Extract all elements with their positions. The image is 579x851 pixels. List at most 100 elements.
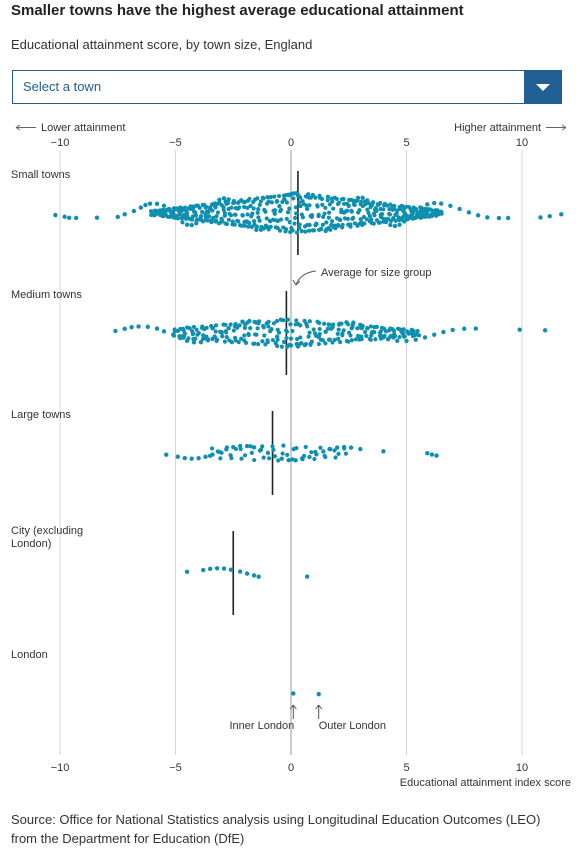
data-point bbox=[323, 205, 328, 210]
data-point bbox=[307, 203, 312, 208]
data-point bbox=[288, 322, 293, 327]
data-point bbox=[327, 202, 332, 207]
data-point bbox=[450, 327, 455, 333]
data-point bbox=[203, 214, 209, 220]
data-point bbox=[306, 192, 311, 197]
data-point bbox=[312, 331, 318, 336]
data-point bbox=[244, 443, 250, 449]
data-point bbox=[248, 203, 253, 208]
data-point bbox=[349, 197, 354, 203]
data-point bbox=[207, 205, 213, 210]
data-point bbox=[371, 211, 377, 216]
data-point bbox=[236, 340, 241, 345]
data-point bbox=[226, 197, 231, 202]
data-point bbox=[232, 222, 237, 227]
data-point bbox=[261, 455, 266, 460]
data-point bbox=[240, 213, 245, 218]
data-point bbox=[324, 220, 329, 225]
data-point bbox=[213, 205, 218, 210]
data-point bbox=[216, 221, 221, 226]
data-point bbox=[194, 203, 199, 208]
data-point bbox=[292, 215, 298, 221]
data-point bbox=[404, 338, 409, 344]
data-point bbox=[290, 328, 295, 334]
data-point bbox=[378, 329, 383, 334]
data-point bbox=[268, 224, 273, 229]
data-point bbox=[286, 457, 291, 463]
data-point bbox=[387, 212, 393, 217]
data-point bbox=[223, 322, 228, 327]
data-point bbox=[197, 205, 202, 211]
data-point bbox=[309, 450, 314, 455]
data-point bbox=[252, 218, 257, 224]
data-point bbox=[349, 338, 354, 343]
data-point bbox=[230, 219, 235, 224]
data-point bbox=[542, 328, 548, 333]
data-point bbox=[185, 325, 190, 330]
town-select-button[interactable] bbox=[524, 70, 562, 104]
data-point bbox=[538, 215, 543, 220]
data-point bbox=[327, 337, 332, 342]
data-point bbox=[287, 220, 292, 225]
data-point bbox=[341, 196, 346, 202]
data-point bbox=[245, 320, 250, 325]
data-point bbox=[145, 324, 150, 330]
data-point bbox=[243, 340, 249, 345]
data-point bbox=[242, 204, 247, 210]
data-point bbox=[339, 321, 344, 326]
data-point bbox=[547, 213, 552, 219]
data-point bbox=[354, 198, 359, 204]
data-point bbox=[340, 333, 345, 338]
data-point bbox=[272, 453, 278, 459]
x-tick-label-bottom: 0 bbox=[288, 762, 294, 774]
data-point bbox=[306, 334, 311, 339]
data-point bbox=[358, 446, 363, 452]
data-point bbox=[323, 329, 328, 335]
data-point bbox=[411, 329, 416, 334]
data-point bbox=[316, 341, 322, 347]
data-point bbox=[212, 334, 217, 339]
data-point bbox=[338, 217, 343, 223]
data-point bbox=[143, 202, 148, 208]
group-label: Small towns bbox=[11, 169, 71, 181]
data-point bbox=[225, 200, 231, 206]
data-point bbox=[258, 199, 263, 204]
data-point bbox=[161, 203, 167, 208]
data-point bbox=[207, 214, 212, 219]
data-point bbox=[211, 325, 216, 330]
beeswarm-chart: −10 −10 −5 −5 0 0 5 5 10 10 Lower attainment Higher… bbox=[11, 122, 571, 789]
data-point bbox=[397, 334, 402, 340]
data-point bbox=[261, 325, 266, 330]
data-point bbox=[287, 206, 292, 211]
data-point bbox=[367, 213, 373, 219]
data-point bbox=[313, 449, 318, 454]
data-point bbox=[269, 200, 274, 205]
data-point bbox=[349, 208, 354, 213]
data-point bbox=[259, 224, 264, 230]
data-point bbox=[382, 333, 387, 339]
data-point bbox=[129, 324, 134, 330]
data-point bbox=[287, 342, 292, 347]
data-point bbox=[189, 222, 194, 228]
data-point bbox=[205, 218, 210, 223]
data-point bbox=[260, 339, 265, 344]
data-point bbox=[334, 196, 339, 202]
point-label: Inner London bbox=[229, 720, 294, 732]
data-point bbox=[330, 199, 335, 204]
data-point bbox=[318, 227, 324, 232]
data-point bbox=[355, 326, 360, 331]
data-point bbox=[236, 219, 241, 224]
data-point bbox=[362, 199, 367, 204]
town-select[interactable]: Select a town bbox=[12, 70, 562, 104]
data-point bbox=[385, 216, 391, 221]
lower-attainment-label: Lower attainment bbox=[41, 122, 125, 134]
data-point bbox=[314, 221, 319, 226]
data-point bbox=[182, 205, 188, 210]
data-point bbox=[299, 229, 304, 234]
data-point bbox=[303, 341, 309, 347]
data-point bbox=[62, 214, 67, 219]
data-point bbox=[226, 217, 231, 222]
data-point bbox=[227, 211, 232, 216]
data-point bbox=[485, 215, 490, 220]
source-note: Source: Office for National Statistics a… bbox=[11, 812, 541, 846]
